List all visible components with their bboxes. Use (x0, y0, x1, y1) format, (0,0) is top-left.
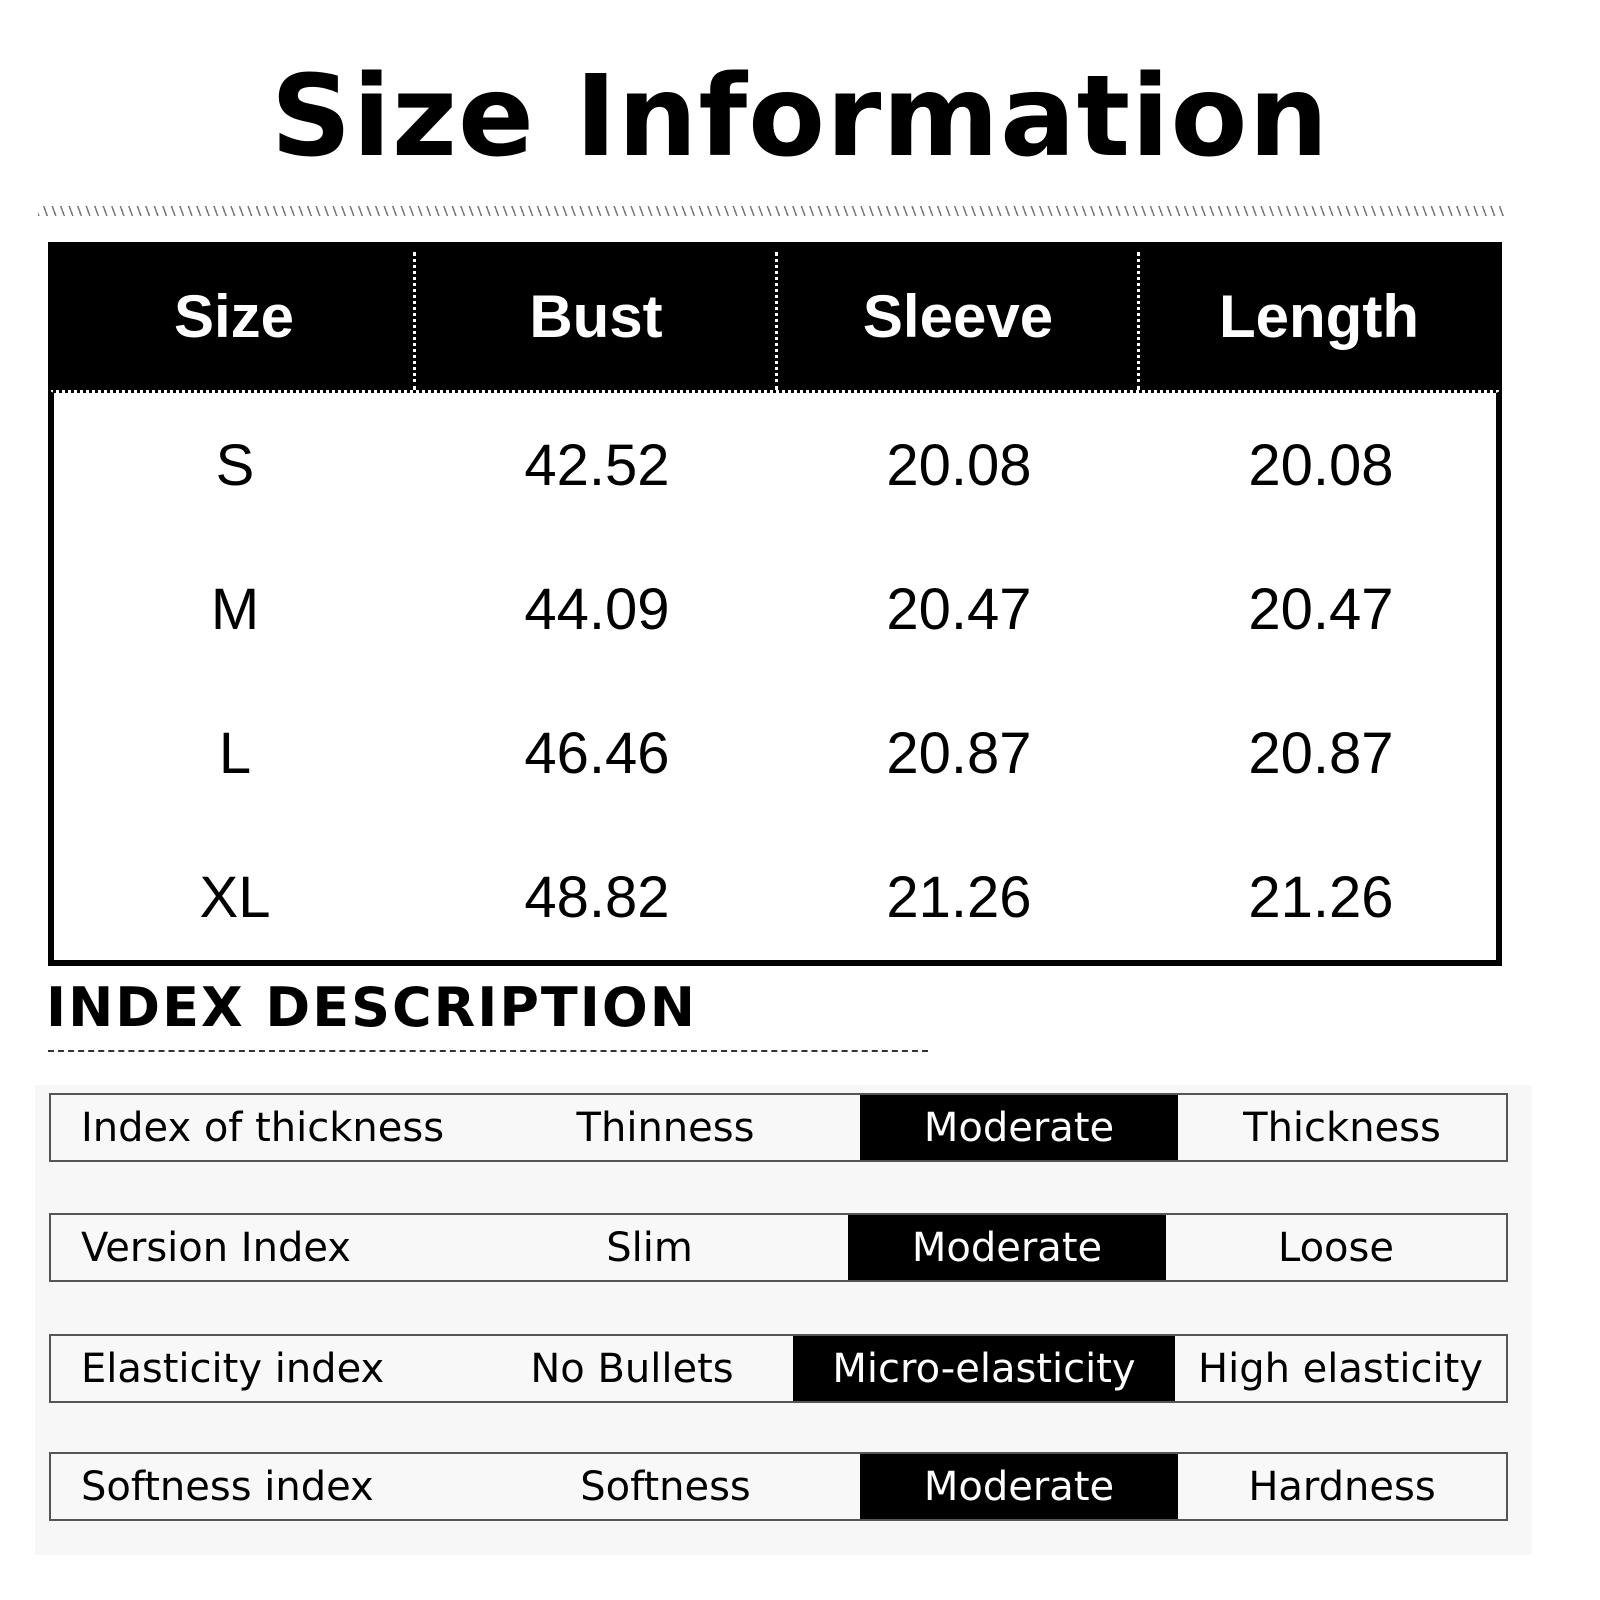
cell-size: L (218, 720, 252, 786)
cell-length: 21.26 (1248, 864, 1394, 930)
column-header-bust: Bust (529, 282, 663, 350)
index-option-selected: Micro-elasticity (793, 1336, 1175, 1401)
table-header: Size Bust Sleeve Length (48, 242, 1502, 390)
cell-size: M (210, 576, 260, 642)
cell-bust: 42.52 (524, 432, 670, 498)
index-option: No Bullets (530, 1345, 734, 1392)
column-header-size: Size (173, 282, 295, 350)
index-row-elasticity: Elasticity index No Bullets Micro-elasti… (49, 1334, 1508, 1403)
cell-length: 20.08 (1248, 432, 1394, 498)
index-label: Softness index (81, 1463, 374, 1510)
dashed-divider (48, 1050, 928, 1052)
index-row-thickness: Index of thickness Thinness Moderate Thi… (49, 1093, 1508, 1162)
index-option: Thinness (576, 1104, 755, 1151)
cell-bust: 44.09 (524, 576, 670, 642)
table-row: XL 48.82 21.26 21.26 (54, 825, 1496, 969)
index-option-selected: Moderate (848, 1215, 1166, 1280)
cell-sleeve: 20.08 (886, 432, 1032, 498)
index-label: Version Index (81, 1224, 351, 1271)
index-label: Elasticity index (81, 1345, 385, 1392)
index-label: Index of thickness (81, 1104, 445, 1151)
decorative-divider (38, 206, 1506, 216)
index-option: Hardness (1248, 1463, 1436, 1510)
cell-size: S (215, 432, 255, 498)
cell-length: 20.87 (1248, 720, 1394, 786)
cell-sleeve: 21.26 (886, 864, 1032, 930)
index-option-selected: Moderate (860, 1095, 1178, 1160)
index-option: Slim (606, 1224, 693, 1271)
index-option: Thickness (1243, 1104, 1441, 1151)
cell-sleeve: 20.87 (886, 720, 1032, 786)
size-table: Size Bust Sleeve Length S 42.52 20.08 20… (48, 242, 1502, 966)
index-option: High elasticity (1198, 1345, 1483, 1392)
table-row: S 42.52 20.08 20.08 (54, 393, 1496, 537)
column-divider (775, 252, 778, 390)
cell-sleeve: 20.47 (886, 576, 1032, 642)
table-body: S 42.52 20.08 20.08 M 44.09 20.47 20.47 … (48, 390, 1502, 966)
table-row: M 44.09 20.47 20.47 (54, 537, 1496, 681)
index-row-softness: Softness index Softness Moderate Hardnes… (49, 1452, 1508, 1521)
cell-bust: 46.46 (524, 720, 670, 786)
column-divider (413, 252, 416, 390)
index-option: Loose (1278, 1224, 1394, 1271)
column-header-length: Length (1219, 282, 1419, 350)
index-option-selected: Moderate (860, 1454, 1178, 1519)
cell-length: 20.47 (1248, 576, 1394, 642)
cell-size: XL (199, 864, 271, 930)
column-divider (1137, 252, 1140, 390)
page-title: Size Information (270, 52, 1330, 182)
table-row: L 46.46 20.87 20.87 (54, 681, 1496, 825)
column-header-sleeve: Sleeve (862, 282, 1054, 350)
index-row-version: Version Index Slim Moderate Loose (49, 1213, 1508, 1282)
index-option: Softness (580, 1463, 751, 1510)
index-description-heading: INDEX DESCRIPTION (46, 976, 697, 1039)
cell-bust: 48.82 (524, 864, 670, 930)
